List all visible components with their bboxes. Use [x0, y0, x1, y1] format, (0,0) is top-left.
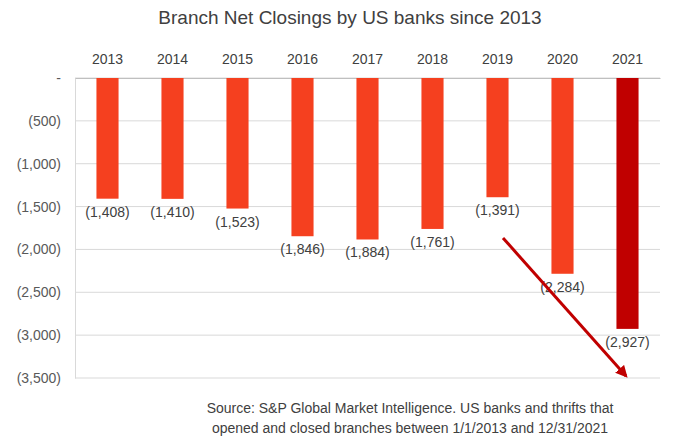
- grid-line: [75, 378, 660, 379]
- y-tick: (2,000): [17, 241, 75, 257]
- x-tick: 2015: [222, 51, 253, 78]
- y-axis-line: [75, 79, 76, 379]
- x-tick: 2018: [417, 51, 448, 78]
- bar: [356, 78, 378, 239]
- x-tick: 2021: [612, 51, 643, 78]
- x-tick-label: 2013: [92, 51, 123, 67]
- bar: [226, 78, 248, 209]
- data-label: (1,391): [475, 202, 519, 218]
- x-axis: 2013 2014 2015 2016 2017 2018 2019 2020 2021: [76, 51, 661, 79]
- data-labels: (1,408) (1,410) (1,523) (1,846) (1,884) (1,76…: [85, 202, 649, 350]
- x-tick: 2017: [352, 51, 383, 78]
- bar: [96, 78, 118, 199]
- y-tick: (3,500): [17, 370, 75, 386]
- bar: [486, 78, 508, 197]
- x-tick: 2014: [157, 51, 188, 78]
- source: Source: S&P Global Market Intelligence. …: [207, 400, 614, 436]
- bar: [421, 78, 443, 229]
- x-tick-label: 2021: [612, 51, 643, 67]
- data-label: (1,410): [150, 204, 194, 220]
- y-tick: (3,000): [17, 327, 75, 343]
- y-tick-label: (1,500): [17, 199, 61, 215]
- x-tick: 2013: [92, 51, 123, 78]
- data-label: (1,846): [280, 241, 324, 257]
- trend-arrow: [503, 238, 626, 376]
- y-tick-label: (3,000): [17, 327, 61, 343]
- data-label: (1,761): [410, 234, 454, 250]
- y-axis: - (500) (1,000) (1,500) (2,000) (2,500) (3,000…: [17, 70, 76, 386]
- y-tick: (1,500): [17, 199, 75, 215]
- y-tick: -: [56, 70, 75, 86]
- data-label: (1,884): [345, 244, 389, 260]
- title: Branch Net Closings by US banks since 20…: [158, 7, 541, 28]
- x-tick-label: 2019: [482, 51, 513, 67]
- y-tick-label: -: [56, 70, 61, 86]
- data-label: (2,927): [605, 334, 649, 350]
- y-tick-label: (3,500): [17, 370, 61, 386]
- y-tick: (2,500): [17, 284, 75, 300]
- source-line: opened and closed branches between 1/1/2…: [212, 420, 608, 436]
- y-tick-label: (1,000): [17, 156, 61, 172]
- y-tick: (1,000): [17, 156, 75, 172]
- y-tick-label: (500): [28, 113, 61, 129]
- x-tick: 2016: [287, 51, 318, 78]
- y-tick-label: (2,000): [17, 241, 61, 257]
- x-tick: 2019: [482, 51, 513, 78]
- bar: [551, 78, 573, 274]
- x-tick-label: 2015: [222, 51, 253, 67]
- y-tick-label: (2,500): [17, 284, 61, 300]
- bar: [616, 78, 638, 329]
- x-tick-label: 2017: [352, 51, 383, 67]
- x-tick-label: 2020: [547, 51, 578, 67]
- bar: [291, 78, 313, 236]
- y-tick: (500): [28, 113, 75, 129]
- grid: [75, 78, 660, 378]
- x-tick-label: 2016: [287, 51, 318, 67]
- bars: [96, 78, 638, 329]
- x-tick: 2020: [547, 51, 578, 78]
- bar: [161, 78, 183, 199]
- chart: - (500) (1,000) (1,500) (2,000) (2,500) (3,000…: [0, 0, 700, 441]
- grid-line: [75, 335, 660, 336]
- x-tick-label: 2018: [417, 51, 448, 67]
- data-label: (1,408): [85, 204, 129, 220]
- x-tick-label: 2014: [157, 51, 188, 67]
- data-label: (1,523): [215, 214, 259, 230]
- source-line: Source: S&P Global Market Intelligence. …: [207, 400, 614, 416]
